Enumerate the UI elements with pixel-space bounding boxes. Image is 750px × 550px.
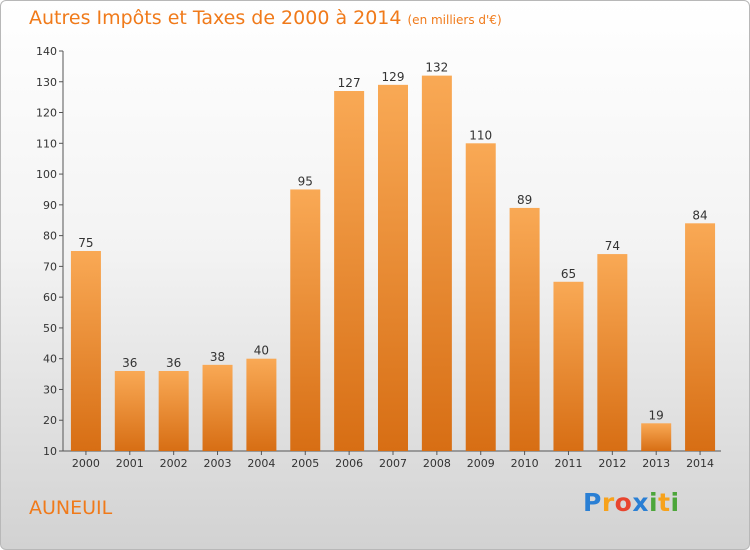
bar: [465, 143, 496, 452]
y-tick-label: 130: [36, 76, 57, 89]
x-tick-label: 2002: [160, 457, 188, 470]
data-label: 36: [166, 356, 181, 370]
bar: [509, 207, 540, 451]
chart-unit-note: (en milliers d'€): [407, 13, 502, 27]
bar: [685, 223, 716, 451]
y-tick-label: 40: [43, 353, 57, 366]
chart-data-labels: 75 36 36 38 40 95 127 129 132 110 89 65 74 19 84: [78, 61, 707, 423]
bar: [290, 189, 321, 451]
chart-title-block: Autres Impôts et Taxes de 2000 à 2014 (en…: [29, 7, 502, 29]
data-label: 132: [425, 61, 448, 75]
x-tick-label: 2008: [423, 457, 451, 470]
data-label: 36: [122, 356, 137, 370]
bar: [70, 251, 101, 451]
y-tick-label: 50: [43, 322, 57, 335]
y-tick-label: 100: [36, 168, 57, 181]
data-label: 95: [298, 174, 313, 188]
y-tick-label: 70: [43, 260, 57, 273]
bar: [114, 371, 145, 451]
location-label: AUNEUIL: [29, 497, 113, 519]
data-label: 38: [210, 350, 225, 364]
chart-bars: [70, 75, 716, 452]
data-label: 74: [605, 239, 620, 253]
logo-letter: r: [601, 488, 615, 517]
x-tick-label: 2005: [291, 457, 319, 470]
bar: [202, 364, 233, 451]
data-label: 84: [692, 208, 707, 222]
bar: [641, 423, 672, 451]
x-tick-label: 2000: [72, 457, 100, 470]
x-tick-label: 2010: [511, 457, 539, 470]
bar: [334, 91, 365, 451]
data-label: 110: [469, 128, 492, 142]
data-label: 19: [649, 408, 664, 422]
data-label: 40: [254, 344, 269, 358]
bar: [421, 75, 452, 451]
y-tick-label: 80: [43, 230, 57, 243]
data-label: 65: [561, 267, 576, 281]
logo-letter: x: [632, 488, 649, 517]
proxiti-logo: Proxiti: [583, 488, 680, 517]
y-tick-label: 90: [43, 199, 57, 212]
bar: [158, 371, 189, 451]
x-tick-label: 2004: [247, 457, 275, 470]
y-tick-label: 120: [36, 107, 57, 120]
x-tick-label: 2014: [686, 457, 714, 470]
y-tick-label: 30: [43, 383, 57, 396]
logo-letter: i: [670, 488, 680, 517]
logo-letter: i: [649, 488, 659, 517]
data-label: 89: [517, 193, 532, 207]
x-tick-label: 2007: [379, 457, 407, 470]
x-tick-label: 2009: [467, 457, 495, 470]
logo-letter: t: [658, 488, 671, 517]
logo-letter: P: [583, 488, 602, 517]
bar: [553, 281, 584, 451]
chart-title: Autres Impôts et Taxes de 2000 à 2014: [29, 7, 402, 29]
y-tick-label: 110: [36, 137, 57, 150]
bar: [246, 358, 277, 451]
y-tick-label: 10: [43, 445, 57, 458]
bar: [378, 84, 408, 451]
logo-letter: o: [614, 488, 633, 517]
y-tick-label: 140: [36, 45, 57, 58]
data-label: 75: [78, 236, 93, 250]
y-tick-label: 20: [43, 414, 57, 427]
x-tick-label: 2013: [642, 457, 670, 470]
y-tick-label: 60: [43, 291, 57, 304]
bar: [597, 254, 628, 451]
x-tick-label: 2003: [204, 457, 232, 470]
x-tick-label: 2011: [554, 457, 582, 470]
x-tick-label: 2006: [335, 457, 363, 470]
data-label: 129: [382, 70, 405, 84]
x-tick-label: 2012: [598, 457, 626, 470]
x-tick-label: 2001: [116, 457, 144, 470]
data-label: 127: [338, 76, 361, 90]
